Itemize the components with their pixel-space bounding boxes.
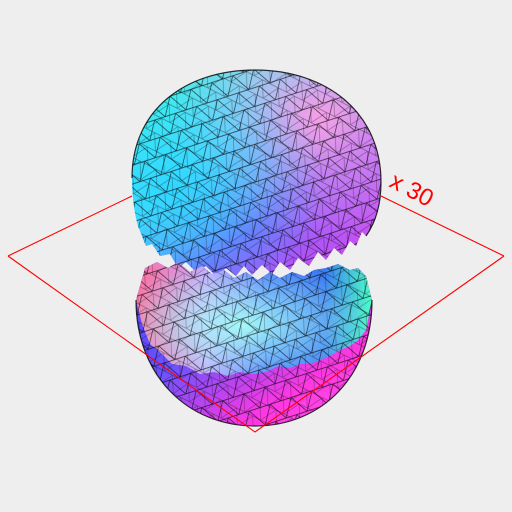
reference-plane-back-edge-right (380, 195, 505, 257)
lower-hemisphere-outline (135, 299, 373, 427)
axis-label: x 30 (385, 167, 438, 212)
reference-plane-front-edges (7, 255, 505, 433)
upper-hemisphere-outline (131, 69, 382, 237)
lower-hemisphere[interactable] (120, 250, 390, 440)
reference-plane-back-edge (7, 195, 133, 257)
upper-hemisphere[interactable] (120, 60, 400, 290)
